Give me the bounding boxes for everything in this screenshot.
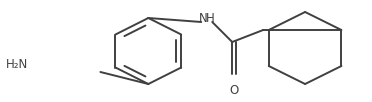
Text: N: N [199,12,208,24]
Text: H₂N: H₂N [6,58,29,70]
Text: H: H [206,12,215,24]
Text: O: O [230,84,239,96]
